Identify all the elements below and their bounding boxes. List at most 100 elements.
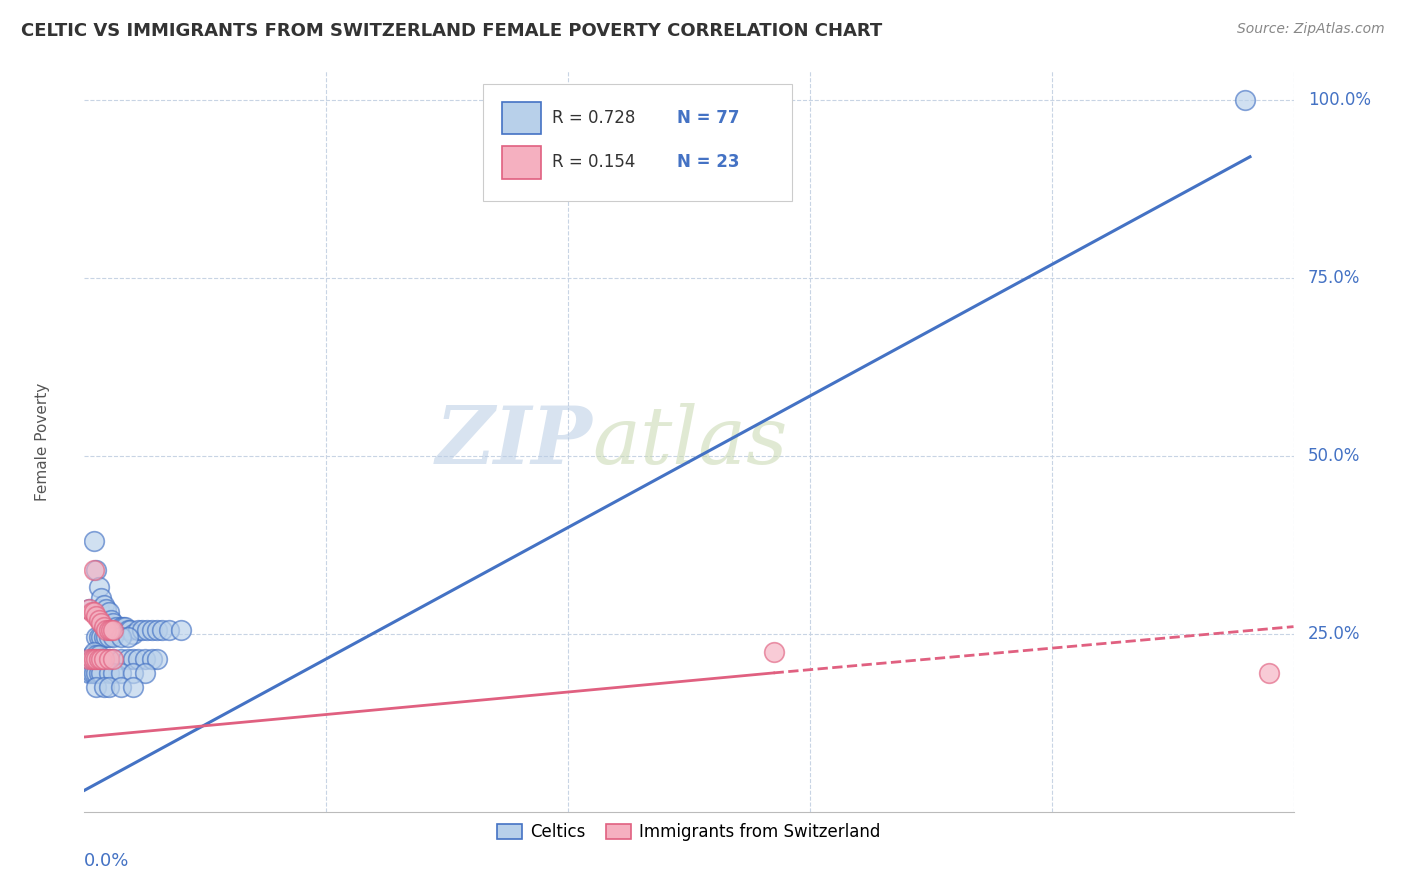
Point bbox=[100, 623, 122, 637]
Point bbox=[87, 651, 110, 665]
FancyBboxPatch shape bbox=[484, 84, 792, 201]
Point bbox=[93, 619, 115, 633]
Text: 100.0%: 100.0% bbox=[1308, 91, 1371, 109]
Point bbox=[170, 623, 193, 637]
Text: 50.0%: 50.0% bbox=[1308, 447, 1361, 465]
Point bbox=[94, 623, 117, 637]
Point bbox=[93, 651, 115, 665]
Point bbox=[86, 680, 108, 694]
Point bbox=[121, 665, 143, 680]
Point bbox=[90, 591, 112, 606]
Point bbox=[94, 602, 117, 616]
Text: R = 0.154: R = 0.154 bbox=[553, 153, 636, 171]
Point bbox=[93, 613, 115, 627]
Point bbox=[110, 630, 132, 644]
Point bbox=[97, 623, 120, 637]
Point bbox=[146, 623, 169, 637]
Point bbox=[114, 619, 136, 633]
Point bbox=[87, 630, 110, 644]
Point bbox=[77, 602, 100, 616]
Point bbox=[134, 665, 156, 680]
Point bbox=[117, 651, 139, 665]
FancyBboxPatch shape bbox=[502, 102, 541, 135]
Text: atlas: atlas bbox=[592, 403, 787, 480]
Point bbox=[103, 665, 125, 680]
Point bbox=[77, 602, 100, 616]
Point bbox=[93, 651, 115, 665]
Point bbox=[121, 626, 143, 640]
Point bbox=[150, 623, 173, 637]
Point bbox=[762, 644, 785, 658]
Text: Female Poverty: Female Poverty bbox=[35, 383, 49, 500]
Point bbox=[83, 644, 105, 658]
Text: 25.0%: 25.0% bbox=[1308, 624, 1361, 643]
Point bbox=[93, 599, 115, 613]
Point bbox=[77, 665, 100, 680]
Point bbox=[83, 606, 105, 620]
Point bbox=[86, 630, 108, 644]
Point bbox=[112, 619, 135, 633]
Point bbox=[97, 651, 120, 665]
Point bbox=[117, 630, 139, 644]
Point bbox=[90, 630, 112, 644]
Point bbox=[90, 651, 112, 665]
Point bbox=[104, 619, 127, 633]
Point bbox=[127, 623, 149, 637]
Point bbox=[100, 623, 122, 637]
Point bbox=[121, 651, 143, 665]
Text: Source: ZipAtlas.com: Source: ZipAtlas.com bbox=[1237, 22, 1385, 37]
Point bbox=[97, 665, 120, 680]
Point bbox=[90, 651, 112, 665]
Point bbox=[83, 651, 105, 665]
Point bbox=[87, 581, 110, 595]
Point bbox=[103, 626, 125, 640]
Point bbox=[103, 623, 125, 637]
Point bbox=[136, 623, 159, 637]
Point bbox=[120, 623, 142, 637]
Point bbox=[103, 630, 125, 644]
Point bbox=[83, 563, 105, 577]
Point bbox=[117, 623, 139, 637]
Point bbox=[94, 630, 117, 644]
Text: 75.0%: 75.0% bbox=[1308, 268, 1361, 287]
Point bbox=[83, 665, 105, 680]
Point bbox=[86, 651, 108, 665]
Point bbox=[87, 665, 110, 680]
Point bbox=[97, 651, 120, 665]
Point bbox=[90, 665, 112, 680]
Point bbox=[77, 651, 100, 665]
Legend: Celtics, Immigrants from Switzerland: Celtics, Immigrants from Switzerland bbox=[491, 816, 887, 847]
Point bbox=[97, 630, 120, 644]
Point bbox=[90, 616, 112, 631]
Point bbox=[97, 606, 120, 620]
Point bbox=[87, 648, 110, 662]
Point bbox=[80, 651, 103, 665]
Point bbox=[103, 651, 125, 665]
Point bbox=[103, 651, 125, 665]
Text: N = 23: N = 23 bbox=[676, 153, 740, 171]
Point bbox=[97, 619, 120, 633]
Point bbox=[93, 630, 115, 644]
Point bbox=[146, 651, 169, 665]
Point bbox=[1234, 93, 1257, 107]
Text: CELTIC VS IMMIGRANTS FROM SWITZERLAND FEMALE POVERTY CORRELATION CHART: CELTIC VS IMMIGRANTS FROM SWITZERLAND FE… bbox=[21, 22, 883, 40]
Point bbox=[157, 623, 180, 637]
Point bbox=[93, 680, 115, 694]
Point bbox=[103, 616, 125, 631]
Point bbox=[94, 651, 117, 665]
Point bbox=[1258, 665, 1281, 680]
Text: N = 77: N = 77 bbox=[676, 109, 740, 127]
Point bbox=[121, 680, 143, 694]
Point bbox=[141, 651, 163, 665]
Point bbox=[110, 651, 132, 665]
Point bbox=[86, 609, 108, 624]
Text: R = 0.728: R = 0.728 bbox=[553, 109, 636, 127]
Point bbox=[80, 606, 103, 620]
Point bbox=[97, 680, 120, 694]
Point bbox=[86, 665, 108, 680]
Point bbox=[110, 680, 132, 694]
Point bbox=[127, 651, 149, 665]
Point bbox=[131, 623, 153, 637]
Point bbox=[141, 623, 163, 637]
Point bbox=[94, 616, 117, 631]
